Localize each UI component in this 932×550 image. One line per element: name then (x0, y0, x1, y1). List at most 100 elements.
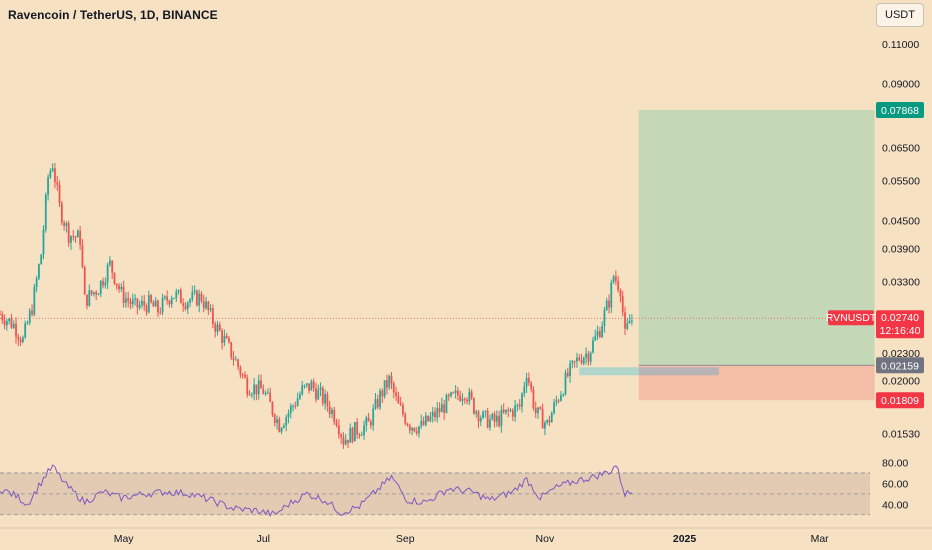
candle-body (340, 434, 343, 438)
rsi-tick-label: 60.00 (882, 478, 908, 490)
candle-body (482, 411, 484, 419)
candle-body (92, 292, 95, 295)
candle-body (108, 260, 111, 265)
candle-body (205, 301, 207, 309)
candle-body (420, 420, 423, 427)
candle-body (505, 409, 507, 413)
candle-body (214, 324, 217, 332)
candle-body (113, 272, 116, 284)
candle-body (60, 203, 63, 223)
candle-body (212, 308, 214, 325)
rsi-line (0, 464, 632, 518)
candle-body (129, 301, 132, 305)
candle-body (399, 403, 402, 406)
candle-body (143, 300, 146, 306)
candle-body (376, 399, 379, 408)
candle-body (12, 323, 15, 328)
candle-body (507, 409, 510, 412)
candle-body (566, 372, 569, 376)
price-tick-label: 0.02300 (882, 348, 920, 360)
price-tick-label: 0.01530 (882, 428, 920, 440)
candle-body (610, 282, 613, 308)
candle-body (500, 409, 503, 427)
candle-body (383, 380, 386, 397)
candle-body (521, 393, 523, 407)
candle-body (26, 322, 29, 324)
price-tick-label: 0.02000 (882, 375, 920, 387)
candle-body (35, 278, 38, 287)
rsi-tick-label: 80.00 (882, 457, 908, 469)
candle-body (237, 359, 240, 368)
candle-body (587, 353, 590, 362)
candle-body (3, 320, 6, 326)
candle-body (438, 408, 441, 413)
candle-body (150, 295, 153, 303)
candle-body (262, 388, 265, 394)
candle-body (564, 372, 567, 395)
candle-body (287, 413, 290, 418)
candle-body (484, 410, 487, 412)
candle-body (255, 384, 258, 395)
candle-body (104, 282, 107, 286)
candle-body (189, 299, 191, 303)
candle-body (553, 402, 555, 414)
candle-body (198, 293, 201, 306)
candle-body (184, 306, 187, 309)
candle-body (477, 411, 480, 422)
candle-body (312, 381, 315, 389)
candle-body (138, 304, 141, 308)
currency-button[interactable]: USDT (876, 3, 924, 27)
candle-body (179, 290, 182, 304)
candle-body (630, 320, 633, 322)
candle-body (402, 405, 404, 415)
candle-body (548, 419, 551, 423)
candle-body (44, 194, 47, 230)
candle-body (541, 409, 544, 429)
candle-body (560, 395, 562, 401)
candle-body (257, 380, 260, 395)
candle-body (356, 422, 359, 435)
candle-body (342, 437, 345, 445)
x-tick-label: 2025 (673, 533, 697, 545)
candle-body (216, 324, 219, 332)
x-tick-label: Sep (396, 533, 415, 545)
candle-body (159, 312, 162, 314)
stop-price-tag-bg (876, 392, 924, 409)
candle-body (626, 323, 629, 329)
candle-body (454, 390, 457, 393)
candle-body (523, 386, 526, 394)
candle-body (511, 410, 514, 417)
candle-body (489, 419, 491, 428)
candle-body (317, 389, 320, 400)
candle-body (594, 335, 597, 341)
candle-body (392, 383, 395, 393)
candle-body (8, 318, 11, 321)
candle-body (486, 410, 489, 428)
candle-body (592, 340, 594, 353)
candle-body (141, 300, 143, 305)
candle-body (534, 407, 537, 414)
candle-body (319, 387, 322, 390)
candle-body (411, 427, 414, 431)
candle-body (326, 394, 329, 407)
candle-body (38, 264, 40, 279)
candle-body (562, 394, 565, 396)
candle-body (253, 384, 256, 395)
candle-body (518, 404, 521, 407)
candle-body (459, 395, 462, 401)
candle-body (115, 283, 118, 286)
x-tick-label: Mar (811, 533, 830, 545)
candle-body (365, 417, 368, 426)
candle-body (269, 392, 272, 403)
candle-body (363, 425, 365, 435)
candle-body (525, 378, 528, 387)
candle-body (127, 298, 130, 302)
candle-body (333, 409, 336, 423)
candle-body (200, 293, 203, 302)
candle-body (463, 398, 466, 400)
candle-body (182, 303, 185, 307)
candle-body (502, 409, 505, 413)
candle-body (475, 411, 478, 414)
candle-body (621, 296, 624, 313)
